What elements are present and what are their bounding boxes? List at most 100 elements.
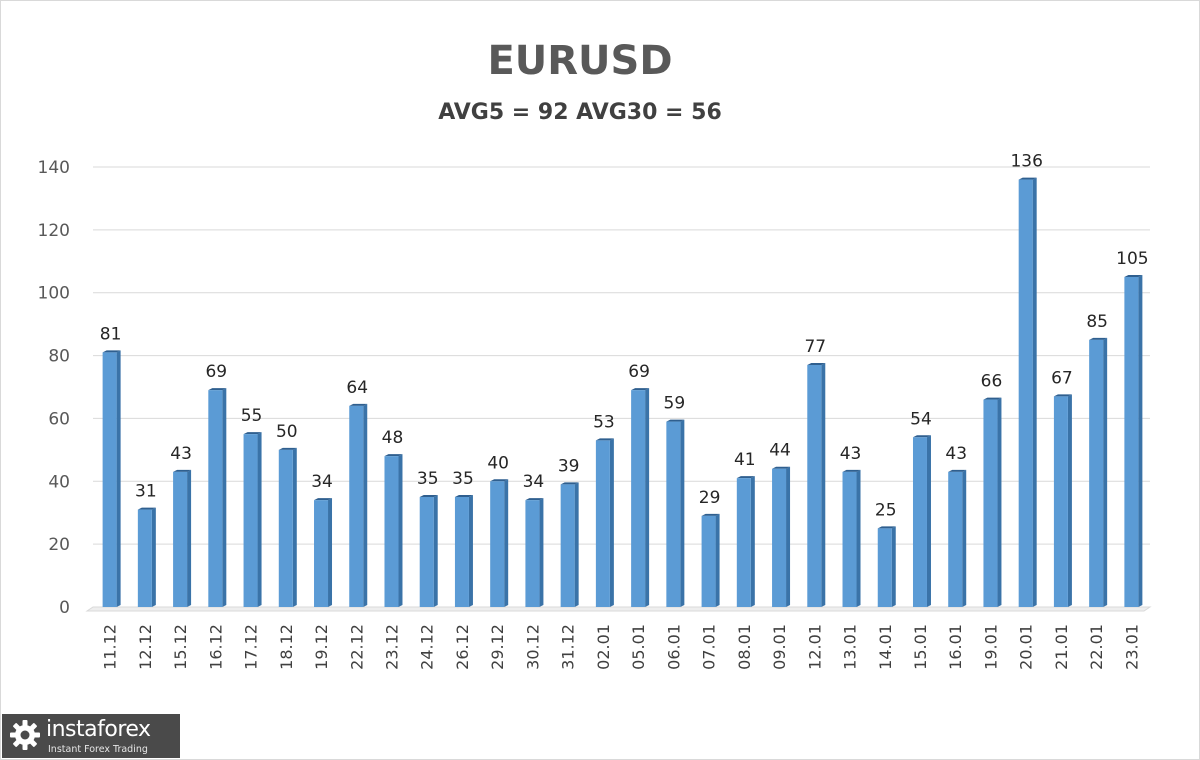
x-tick-label: 08.01 [735, 624, 754, 670]
bar-side [257, 432, 262, 607]
bar [983, 399, 998, 607]
bar-top [525, 498, 544, 501]
y-tick-label: 40 [48, 472, 70, 492]
bar-top [701, 513, 720, 516]
bar [314, 500, 329, 607]
bar [736, 478, 751, 607]
bar [490, 481, 505, 607]
x-tick-label: 14.01 [876, 624, 895, 670]
bar [1089, 339, 1104, 607]
x-tick-label: 07.01 [700, 624, 719, 670]
bar-top [948, 469, 967, 472]
bar [349, 405, 364, 607]
bar-side [539, 498, 544, 607]
x-tick-label: 23.12 [382, 624, 401, 670]
x-tick-label: 18.12 [277, 624, 296, 670]
bar-top [243, 432, 262, 435]
bar-side [222, 388, 227, 607]
bar-top [102, 350, 121, 353]
x-tick-label: 12.12 [136, 624, 155, 670]
bar-side [574, 482, 579, 607]
bar-top [560, 482, 579, 485]
bar [877, 528, 892, 607]
x-tick-label: 16.12 [206, 624, 225, 670]
bar-side [997, 397, 1002, 607]
bar-side [1067, 394, 1072, 607]
bar-side [1032, 177, 1037, 608]
bar [419, 497, 434, 607]
bar-side [680, 419, 685, 607]
bar-top [454, 495, 473, 497]
data-label: 31 [135, 482, 157, 502]
bar-side [609, 438, 614, 607]
x-tick-label: 24.12 [418, 624, 437, 670]
x-tick-label: 20.01 [1017, 624, 1036, 670]
bar [1018, 179, 1033, 608]
bar-top [595, 438, 614, 441]
x-tick-label: 31.12 [559, 624, 578, 670]
bar-top [1089, 337, 1108, 340]
bar-side [398, 454, 403, 607]
bar-side [433, 495, 438, 607]
bar-top [877, 526, 896, 529]
bar [525, 500, 540, 607]
bar-side [645, 388, 650, 607]
x-tick-label: 30.12 [523, 624, 542, 670]
data-label: 136 [1010, 152, 1042, 172]
data-label: 67 [1051, 368, 1073, 388]
data-label: 50 [276, 422, 298, 442]
data-label: 81 [100, 324, 122, 344]
y-tick-label: 80 [48, 347, 70, 367]
bar-side [962, 469, 967, 607]
data-label: 34 [311, 472, 333, 492]
x-tick-label: 17.12 [242, 624, 261, 670]
bar-top [772, 466, 791, 469]
data-label: 41 [734, 450, 756, 470]
bar [912, 437, 927, 607]
bar-top [1053, 394, 1072, 397]
bar [454, 497, 469, 607]
bar-top [173, 469, 192, 472]
x-tick-label: 19.12 [312, 624, 331, 670]
x-tick-label: 09.01 [770, 624, 789, 670]
bar-side [891, 526, 896, 607]
bar [631, 390, 646, 607]
data-label: 25 [875, 500, 897, 520]
chart-floor [85, 606, 1152, 612]
data-label: 77 [804, 337, 826, 357]
data-label: 69 [205, 362, 227, 382]
data-label: 35 [452, 469, 474, 489]
bar-side [715, 513, 720, 607]
chart-title: EURUSD [487, 38, 673, 84]
bar [701, 515, 716, 607]
y-tick-label: 20 [48, 535, 70, 555]
x-tick-label: 02.01 [594, 624, 613, 670]
bar-side [1103, 337, 1108, 607]
bar-top [631, 388, 650, 391]
data-label: 54 [910, 409, 932, 429]
y-tick-label: 0 [59, 598, 70, 618]
bar-side [292, 447, 297, 607]
bar [666, 421, 681, 607]
bar [1124, 277, 1139, 607]
bar [772, 468, 787, 607]
bar [278, 449, 293, 607]
data-label: 48 [382, 428, 404, 448]
x-tick-label: 11.12 [101, 624, 120, 670]
data-label: 34 [523, 472, 545, 492]
x-tick-label: 23.01 [1122, 624, 1141, 670]
bar-side [328, 498, 333, 607]
bar-top [490, 479, 509, 482]
bar [173, 471, 188, 607]
y-tick-label: 120 [38, 221, 70, 241]
bar-top [666, 419, 685, 422]
x-tick-label: 22.12 [347, 624, 366, 670]
bar-top [137, 507, 156, 510]
bar [384, 456, 399, 607]
data-label: 59 [664, 394, 686, 414]
bar-side [1138, 275, 1143, 607]
bar-side [468, 495, 473, 607]
bar-top [1124, 275, 1143, 277]
data-label: 85 [1086, 312, 1108, 332]
bar-top [384, 454, 403, 457]
